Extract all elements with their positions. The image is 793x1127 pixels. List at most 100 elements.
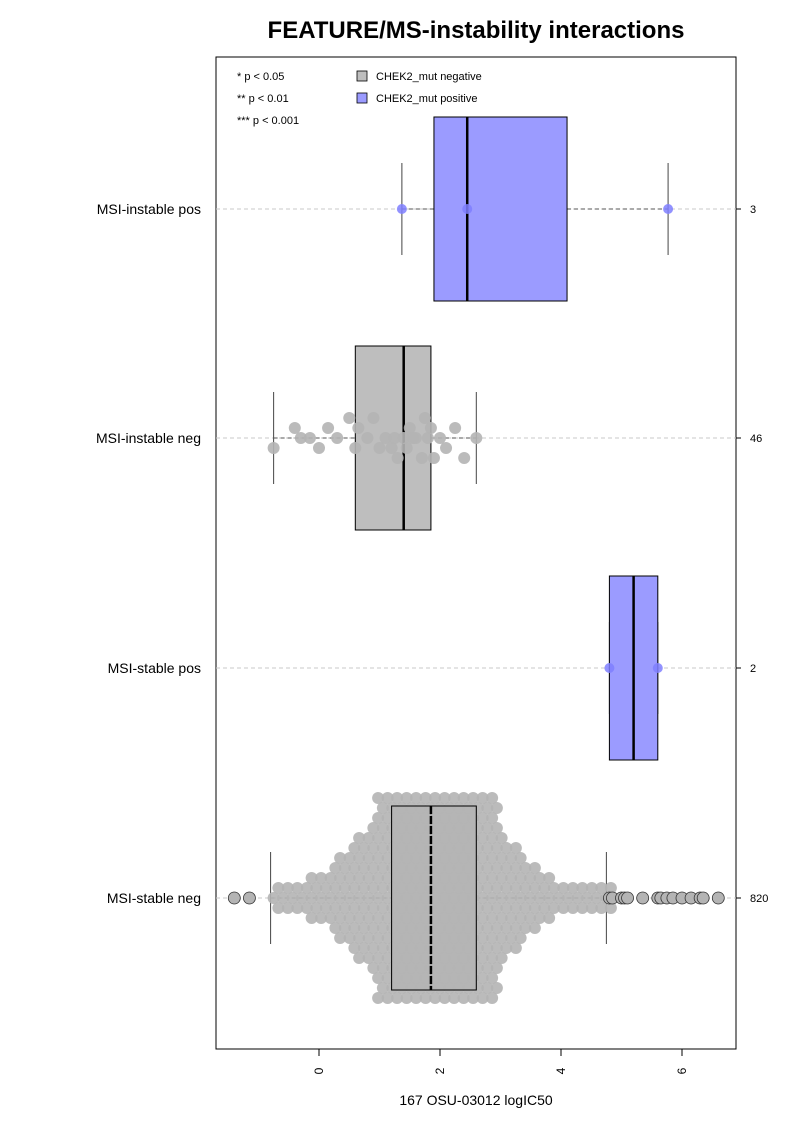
data-point xyxy=(443,942,456,954)
data-point xyxy=(391,832,404,844)
data-point xyxy=(443,802,456,814)
data-point xyxy=(410,812,423,824)
data-point xyxy=(471,862,484,874)
data-point xyxy=(391,992,404,1004)
data-point xyxy=(319,882,332,894)
data-point xyxy=(405,942,418,954)
data-point xyxy=(419,912,432,924)
data-point xyxy=(372,992,385,1004)
data-point xyxy=(357,902,370,914)
data-point xyxy=(410,832,423,844)
data-point xyxy=(486,952,499,964)
data-point xyxy=(391,452,404,464)
data-point xyxy=(315,912,328,924)
data-point xyxy=(376,942,389,954)
data-point xyxy=(433,822,446,834)
data-point xyxy=(419,972,432,984)
data-point xyxy=(376,802,389,814)
legend-swatch xyxy=(356,70,368,82)
data-point xyxy=(457,872,470,884)
data-point xyxy=(490,882,503,894)
data-point xyxy=(571,892,584,904)
data-point xyxy=(372,952,385,964)
data-point xyxy=(357,922,370,934)
box-outline xyxy=(391,805,477,991)
data-point xyxy=(481,902,494,914)
data-point xyxy=(509,842,522,854)
data-point xyxy=(410,852,423,864)
data-point xyxy=(519,922,532,934)
data-point xyxy=(443,922,456,934)
x-tick-label: 2 xyxy=(433,1067,447,1074)
data-point xyxy=(438,832,451,844)
data-point xyxy=(509,902,522,914)
data-point xyxy=(395,882,408,894)
data-point xyxy=(448,872,461,884)
data-point xyxy=(386,802,399,814)
data-point xyxy=(471,942,484,954)
data-point xyxy=(481,942,494,954)
data-point xyxy=(490,922,503,934)
data-point xyxy=(495,872,508,884)
data-point xyxy=(433,882,446,894)
data-point xyxy=(490,942,503,954)
data-point xyxy=(604,663,615,673)
data-point xyxy=(467,792,480,804)
data-point xyxy=(476,832,489,844)
data-point xyxy=(305,872,318,884)
data-point xyxy=(481,802,494,814)
count-label: 46 xyxy=(750,433,762,445)
data-point xyxy=(433,862,446,874)
data-point xyxy=(376,922,389,934)
data-point xyxy=(396,204,407,214)
data-point xyxy=(353,852,366,864)
data-point xyxy=(395,902,408,914)
data-point xyxy=(486,852,499,864)
data-point xyxy=(400,872,413,884)
data-point xyxy=(381,832,394,844)
data-point xyxy=(562,892,575,904)
data-point xyxy=(528,862,541,874)
data-point xyxy=(414,822,427,834)
data-point xyxy=(362,932,375,944)
data-point xyxy=(505,852,518,864)
data-point xyxy=(334,932,347,944)
data-point xyxy=(296,892,309,904)
data-point xyxy=(267,892,280,904)
data-point xyxy=(476,792,489,804)
data-point xyxy=(414,842,427,854)
data-point xyxy=(433,962,446,974)
data-point xyxy=(457,792,470,804)
data-point xyxy=(486,932,499,944)
data-point xyxy=(305,912,318,924)
data-point xyxy=(376,902,389,914)
data-point xyxy=(452,902,465,914)
data-point xyxy=(348,842,361,854)
data-point xyxy=(543,892,556,904)
data-point xyxy=(310,902,323,914)
legend-swatch xyxy=(356,92,368,104)
data-point xyxy=(552,892,565,904)
data-point xyxy=(419,812,432,824)
data-point xyxy=(338,922,351,934)
data-point xyxy=(400,912,413,924)
data-point xyxy=(519,882,532,894)
data-point xyxy=(405,882,418,894)
legend-label: CHEK2_mut negative xyxy=(376,71,482,83)
data-point xyxy=(462,842,475,854)
data-point xyxy=(419,892,432,904)
data-point xyxy=(319,902,332,914)
outlier-point xyxy=(227,891,241,905)
data-point xyxy=(272,882,285,894)
data-point xyxy=(476,952,489,964)
data-point xyxy=(395,862,408,874)
data-point xyxy=(310,882,323,894)
data-point xyxy=(381,852,394,864)
data-point xyxy=(505,872,518,884)
data-point xyxy=(438,952,451,964)
data-point xyxy=(514,872,527,884)
data-point xyxy=(415,452,428,464)
data-point xyxy=(391,972,404,984)
data-point xyxy=(595,882,608,894)
data-point xyxy=(300,902,313,914)
